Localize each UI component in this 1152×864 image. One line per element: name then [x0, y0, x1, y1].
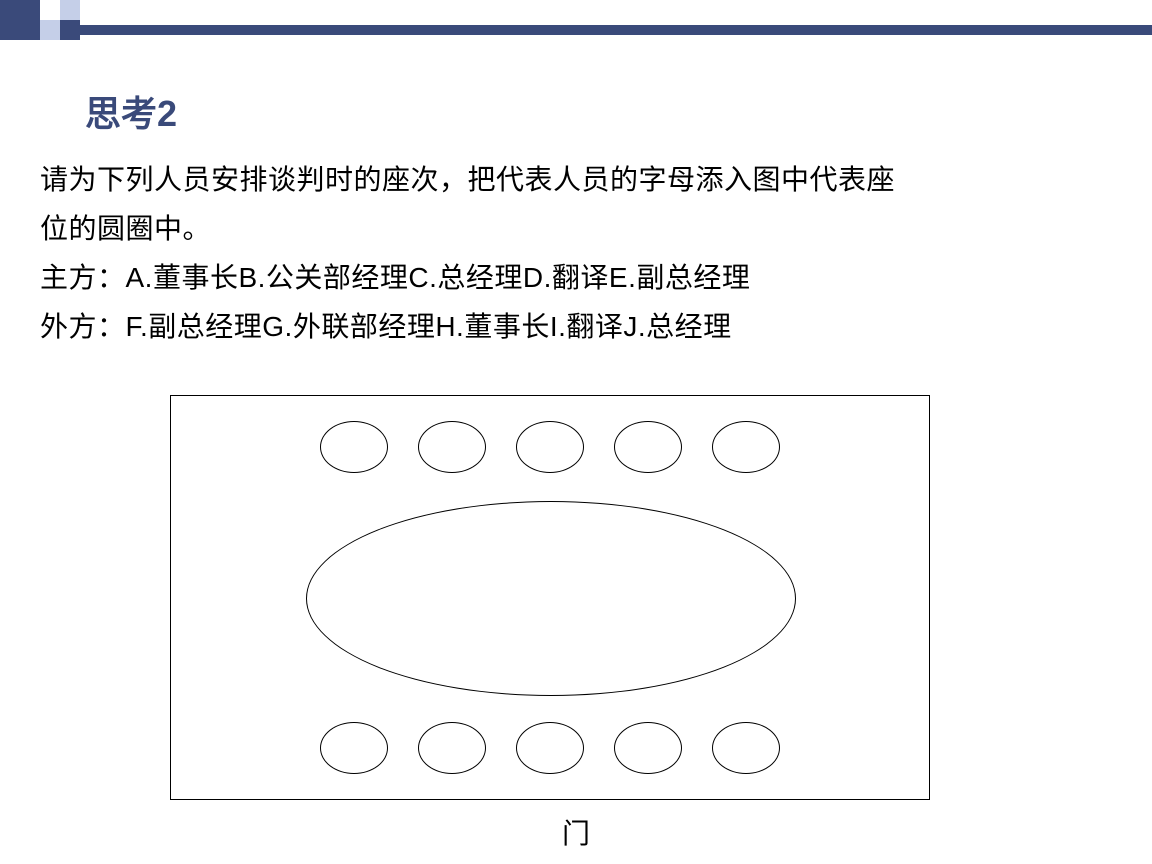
seat-bottom-1 [320, 722, 388, 774]
seating-diagram [170, 395, 930, 800]
corner-decoration [0, 0, 170, 60]
seat-bottom-2 [418, 722, 486, 774]
body-line-1: 请为下列人员安排谈判时的座次，把代表人员的字母添入图中代表座 [40, 155, 1112, 204]
seat-top-4 [614, 421, 682, 473]
seat-top-5 [712, 421, 780, 473]
seat-bottom-4 [614, 722, 682, 774]
body-line-3: 主方：A.董事长B.公关部经理C.总经理D.翻译E.副总经理 [40, 253, 1112, 302]
body-text: 请为下列人员安排谈判时的座次，把代表人员的字母添入图中代表座 位的圆圈中。 主方… [40, 155, 1112, 351]
seat-top-1 [320, 421, 388, 473]
body-line-4: 外方：F.副总经理G.外联部经理H.董事长I.翻译J.总经理 [40, 302, 1112, 351]
seat-bottom-3 [516, 722, 584, 774]
slide-title: 思考2 [85, 85, 177, 137]
door-label: 门 [0, 812, 1152, 852]
seat-row-bottom [171, 722, 929, 774]
body-line-2: 位的圆圈中。 [40, 204, 1112, 253]
seat-row-top [171, 421, 929, 473]
seat-bottom-5 [712, 722, 780, 774]
seat-top-3 [516, 421, 584, 473]
table-oval [306, 501, 796, 696]
seat-top-2 [418, 421, 486, 473]
